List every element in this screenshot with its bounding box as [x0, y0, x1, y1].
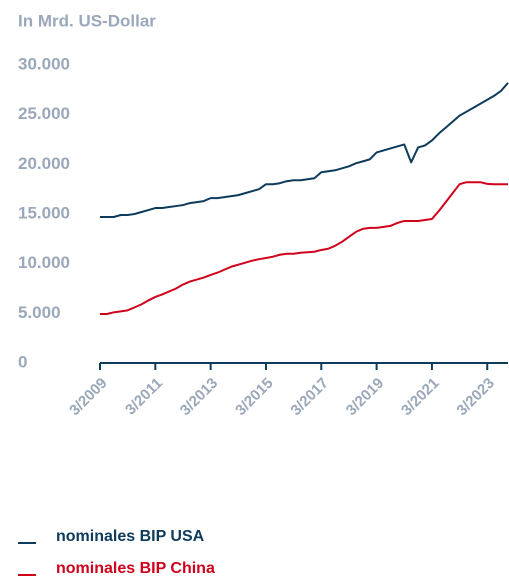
x-tick-label: 3/2011 [122, 375, 166, 419]
legend-label: nominales BIP China [56, 560, 215, 577]
x-tick-label: 3/2009 [66, 375, 110, 419]
series-line [100, 82, 509, 218]
y-tick-label: 20.000 [18, 154, 70, 173]
x-tick-label: 3/2015 [232, 375, 276, 419]
x-tick-label: 3/2017 [287, 375, 331, 419]
x-tick-label: 3/2019 [343, 375, 387, 419]
x-tick-label: 3/2013 [177, 375, 221, 419]
y-tick-label: 10.000 [18, 253, 70, 272]
x-tick-label: 3/2023 [453, 375, 497, 419]
x-tick-label: 3/2021 [398, 375, 442, 419]
legend-label: nominales BIP USA [56, 528, 205, 545]
chart-title: In Mrd. US-Dollar [18, 11, 156, 30]
series-line [100, 181, 508, 316]
y-tick-label: 30.000 [18, 54, 70, 73]
y-tick-label: 25.000 [18, 104, 70, 123]
y-tick-label: 0 [18, 352, 27, 371]
y-tick-label: 5.000 [18, 303, 61, 322]
y-tick-label: 15.000 [18, 203, 70, 222]
